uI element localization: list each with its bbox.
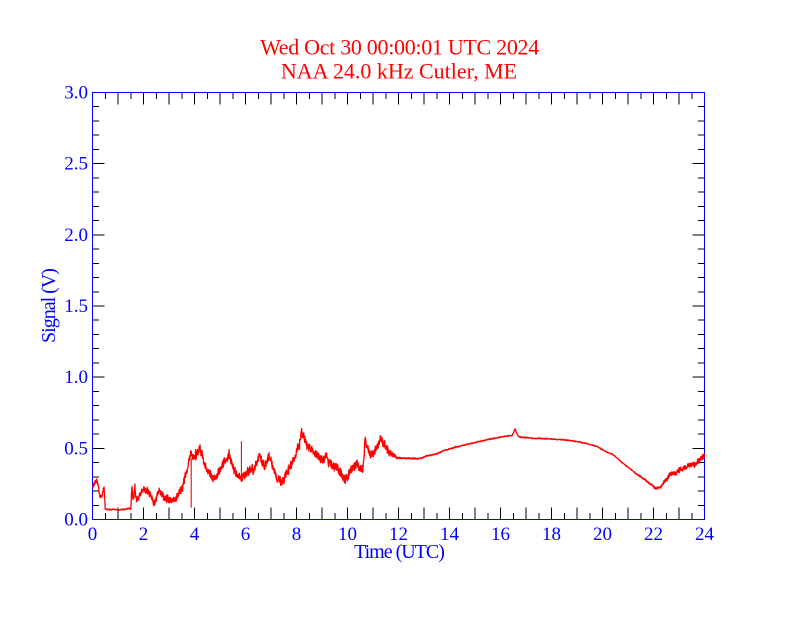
svg-text:24: 24	[695, 524, 715, 545]
svg-text:0.5: 0.5	[64, 438, 88, 459]
svg-text:Time (UTC): Time (UTC)	[354, 541, 444, 563]
svg-text:2: 2	[139, 524, 149, 545]
svg-text:NAA 24.0 kHz Cutler, ME: NAA 24.0 kHz Cutler, ME	[281, 59, 517, 84]
svg-text:22: 22	[644, 524, 663, 545]
svg-text:Wed Oct 30 00:00:01 UTC 2024: Wed Oct 30 00:00:01 UTC 2024	[260, 35, 539, 60]
svg-text:12: 12	[389, 524, 408, 545]
svg-text:2.5: 2.5	[64, 154, 88, 175]
svg-text:4: 4	[190, 524, 200, 545]
svg-text:2.0: 2.0	[64, 225, 88, 246]
svg-text:14: 14	[440, 524, 460, 545]
svg-text:6: 6	[241, 524, 251, 545]
svg-text:3.0: 3.0	[64, 83, 88, 104]
svg-text:20: 20	[593, 524, 612, 545]
svg-text:0: 0	[88, 524, 98, 545]
svg-text:8: 8	[292, 524, 302, 545]
svg-text:16: 16	[491, 524, 510, 545]
svg-text:1.5: 1.5	[64, 296, 88, 317]
svg-text:18: 18	[542, 524, 561, 545]
svg-text:1.0: 1.0	[64, 367, 88, 388]
svg-text:Signal (V): Signal (V)	[38, 269, 60, 343]
svg-text:10: 10	[338, 524, 357, 545]
svg-text:0.0: 0.0	[64, 510, 88, 531]
